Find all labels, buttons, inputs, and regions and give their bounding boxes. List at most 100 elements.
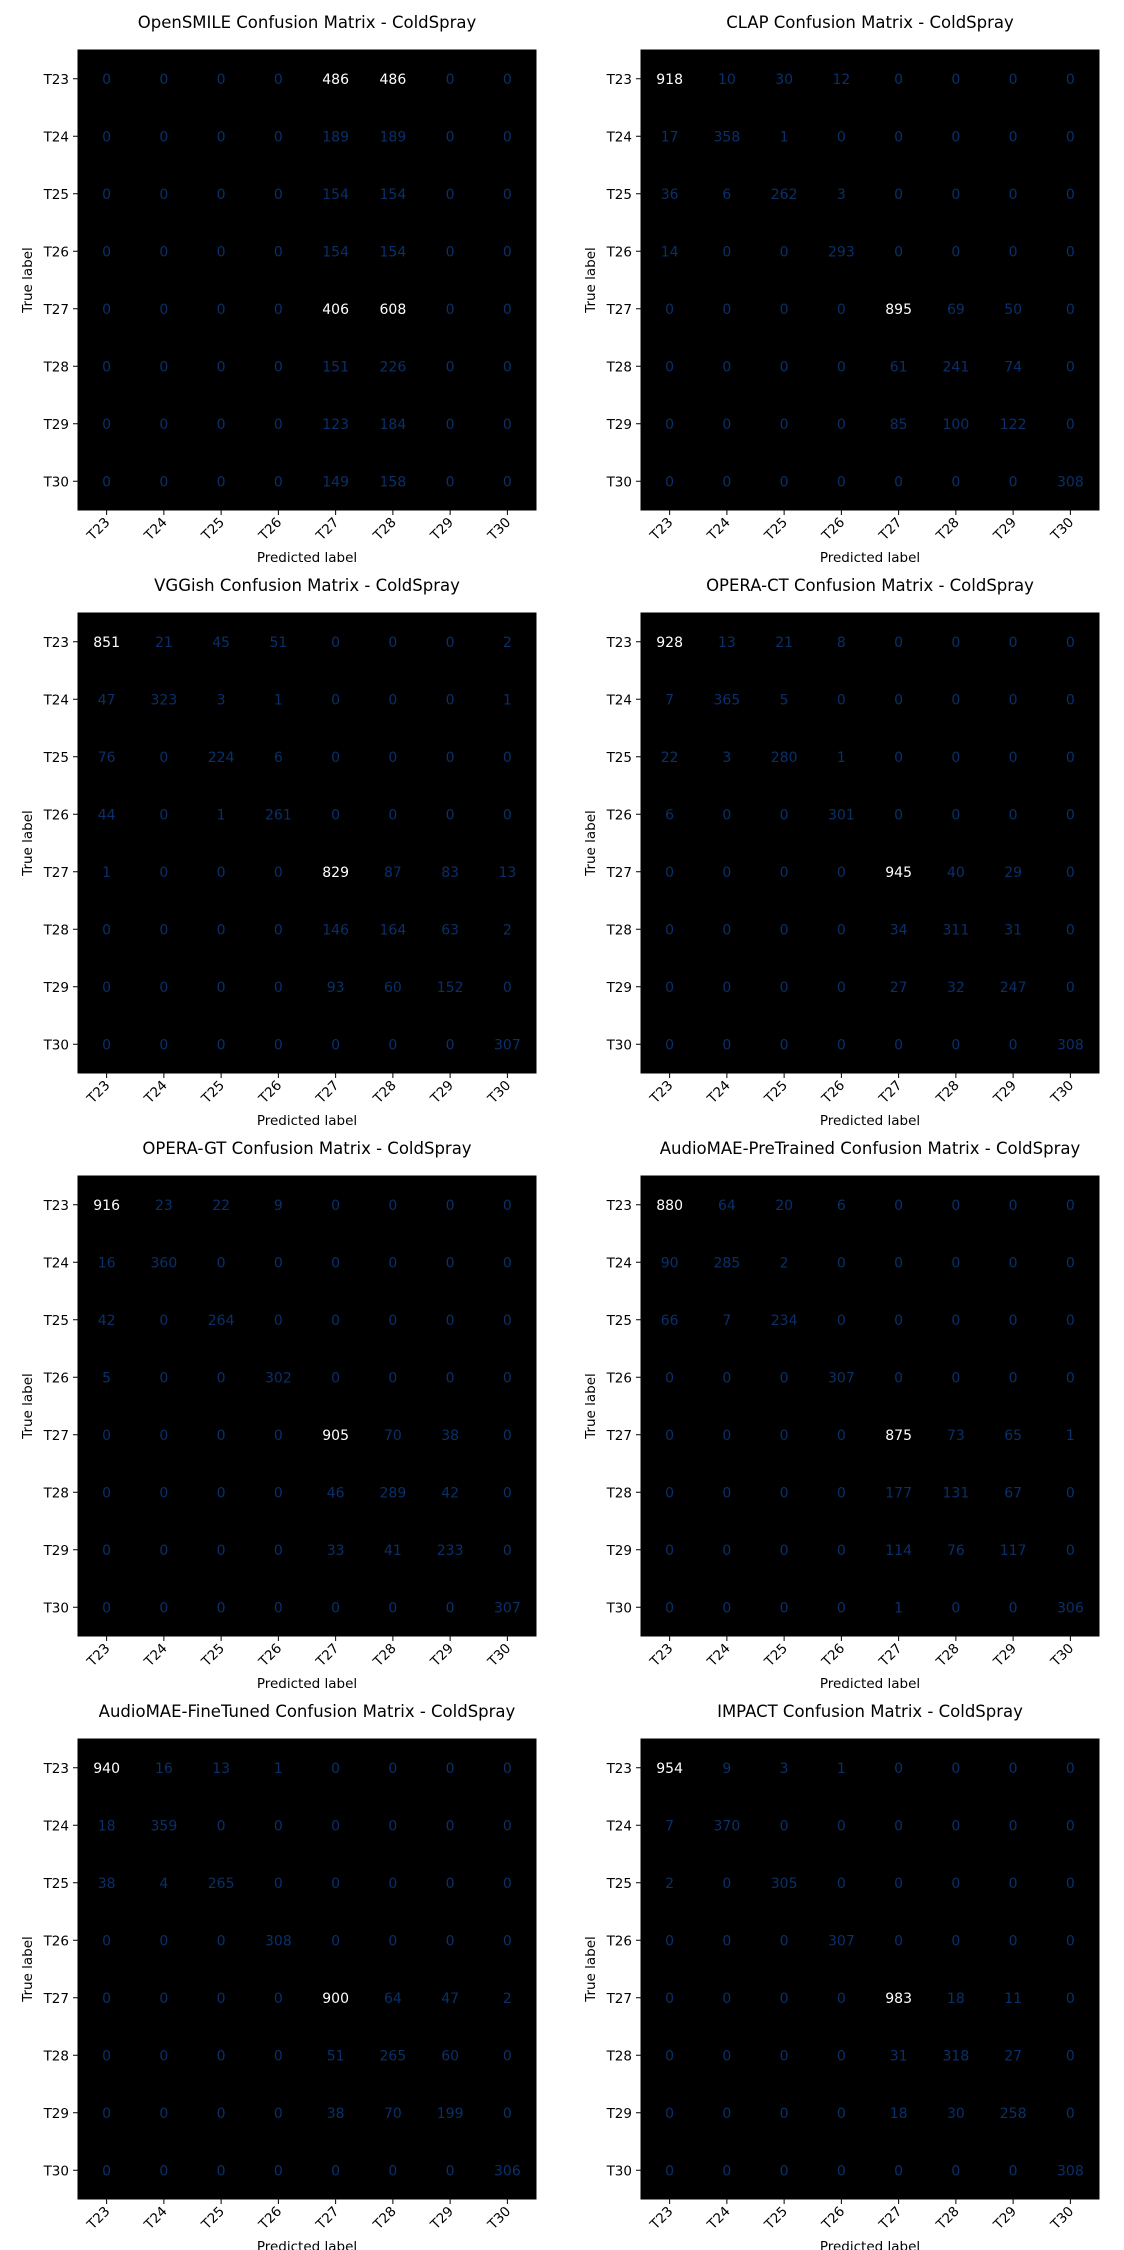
cell-value-label: 60	[384, 980, 402, 996]
heatmap-cell	[1041, 1521, 1100, 1579]
heatmap-cell	[698, 1796, 756, 1855]
heatmap-cell	[698, 2084, 756, 2142]
heatmap-cell	[698, 1233, 756, 1292]
cell-value-label: 0	[388, 1761, 397, 1777]
cell-value-label: 47	[98, 692, 116, 708]
heatmap-cell	[307, 2141, 365, 2200]
heatmap-cell	[927, 2084, 985, 2142]
heatmap-cell	[927, 1348, 985, 1407]
cell-value-label: 0	[837, 1428, 846, 1444]
plot-frame	[640, 49, 1100, 511]
cell-value-label: 0	[1066, 635, 1075, 651]
cell-value-label: 829	[322, 865, 349, 881]
y-tick-label: T25	[43, 750, 69, 766]
cell-value-label: 1	[274, 1761, 283, 1777]
heatmap-cell	[78, 670, 136, 729]
x-tick-label: T26	[255, 1641, 285, 1671]
heatmap-cell	[249, 1463, 308, 1522]
heatmap-cell	[421, 613, 480, 671]
heatmap-cell	[364, 670, 422, 729]
plot-frame	[640, 612, 1100, 1074]
cell-value-label: 305	[771, 1876, 798, 1892]
y-tick-label: T30	[43, 1037, 69, 1053]
y-tick-label: T27	[606, 1991, 632, 2007]
x-tick-label: T24	[141, 1078, 171, 1108]
heatmap-cell	[870, 843, 928, 901]
cell-value-label: 0	[951, 1037, 960, 1053]
heatmap-cell	[421, 2084, 480, 2142]
heatmap-cell	[870, 1291, 928, 1349]
cell-value-label: 27	[1004, 2048, 1022, 2064]
cell-value-label: 0	[1066, 1933, 1075, 1949]
cell-value-label: 0	[446, 302, 455, 318]
cell-value-label: 0	[331, 2163, 340, 2179]
heatmap-cell	[192, 958, 251, 1016]
cell-value-label: 0	[780, 980, 789, 996]
cell-value-label: 22	[212, 1198, 230, 1214]
cell-value-label: 0	[1066, 187, 1075, 203]
heatmap-cell	[421, 337, 480, 396]
cell-value-label: 0	[274, 1037, 283, 1053]
cell-value-label: 0	[1066, 2106, 1075, 2122]
heatmap-cell	[135, 395, 193, 453]
x-tick-label: T29	[427, 1078, 457, 1108]
cell-value-label: 0	[331, 1876, 340, 1892]
heatmap-cell	[1041, 670, 1100, 729]
cell-value-label: 1	[837, 1761, 846, 1777]
cell-value-label: 0	[217, 1933, 226, 1949]
cell-value-label: 0	[1066, 1991, 1075, 2007]
cell-value-label: 0	[102, 922, 111, 938]
cell-value-label: 0	[837, 1037, 846, 1053]
heatmap-cell	[364, 1233, 422, 1292]
cell-value-label: 51	[269, 635, 287, 651]
y-tick-label: T26	[606, 1933, 632, 1949]
cell-value-label: 0	[1066, 244, 1075, 260]
chart-title: CLAP Confusion Matrix - ColdSpray	[726, 13, 1014, 32]
heatmap-cell	[307, 1176, 365, 1234]
cell-value-label: 0	[274, 187, 283, 203]
plot-frame	[77, 49, 537, 511]
cell-value-label: 0	[722, 980, 731, 996]
cell-value-label: 0	[780, 244, 789, 260]
cell-value-label: 0	[722, 922, 731, 938]
heatmap-cell	[870, 1521, 928, 1579]
cell-value-label: 0	[217, 244, 226, 260]
cell-value-label: 0	[1009, 187, 1018, 203]
cell-value-label: 41	[384, 1543, 402, 1559]
heatmap-cell	[478, 50, 537, 108]
heatmap-cell	[1041, 337, 1100, 396]
heatmap-cell	[249, 395, 308, 453]
cell-value-label: 30	[947, 2106, 965, 2122]
y-tick-label: T23	[606, 1761, 632, 1777]
heatmap-cell	[364, 1015, 422, 1074]
heatmap-cell	[812, 452, 871, 511]
heatmap-cell	[927, 1406, 985, 1464]
heatmap-cell	[984, 1348, 1043, 1407]
heatmap-cell	[364, 1796, 422, 1855]
heatmap-cell	[421, 1463, 480, 1522]
heatmap-cell	[641, 280, 699, 338]
cell-value-label: 0	[780, 1485, 789, 1501]
heatmap-cell	[478, 1911, 537, 1970]
heatmap-cell	[984, 2026, 1043, 2085]
heatmap-cell	[984, 1233, 1043, 1292]
heatmap-cell	[249, 958, 308, 1016]
cell-value-label: 0	[159, 187, 168, 203]
heatmap-cell	[249, 2141, 308, 2200]
heatmap-cell	[78, 1463, 136, 1522]
heatmap-cell	[192, 1233, 251, 1292]
cell-value-label: 370	[714, 1818, 741, 1834]
heatmap-cell	[364, 1176, 422, 1234]
heatmap-cell	[755, 1854, 814, 1912]
cell-value-label: 0	[446, 1761, 455, 1777]
y-tick-label: T25	[606, 187, 632, 203]
confusion-matrix-panel: OpenSMILE Confusion Matrix - ColdSpray 0 0…	[20, 13, 537, 566]
heatmap-cell	[755, 107, 814, 166]
cell-value-label: 0	[274, 865, 283, 881]
heatmap-cell	[307, 1406, 365, 1464]
y-tick-label: T28	[606, 922, 632, 938]
cell-value-label: 940	[93, 1761, 120, 1777]
heatmap-cell	[307, 1233, 365, 1292]
x-tick-label: T24	[704, 1078, 734, 1108]
heatmap-cell	[1041, 280, 1100, 338]
